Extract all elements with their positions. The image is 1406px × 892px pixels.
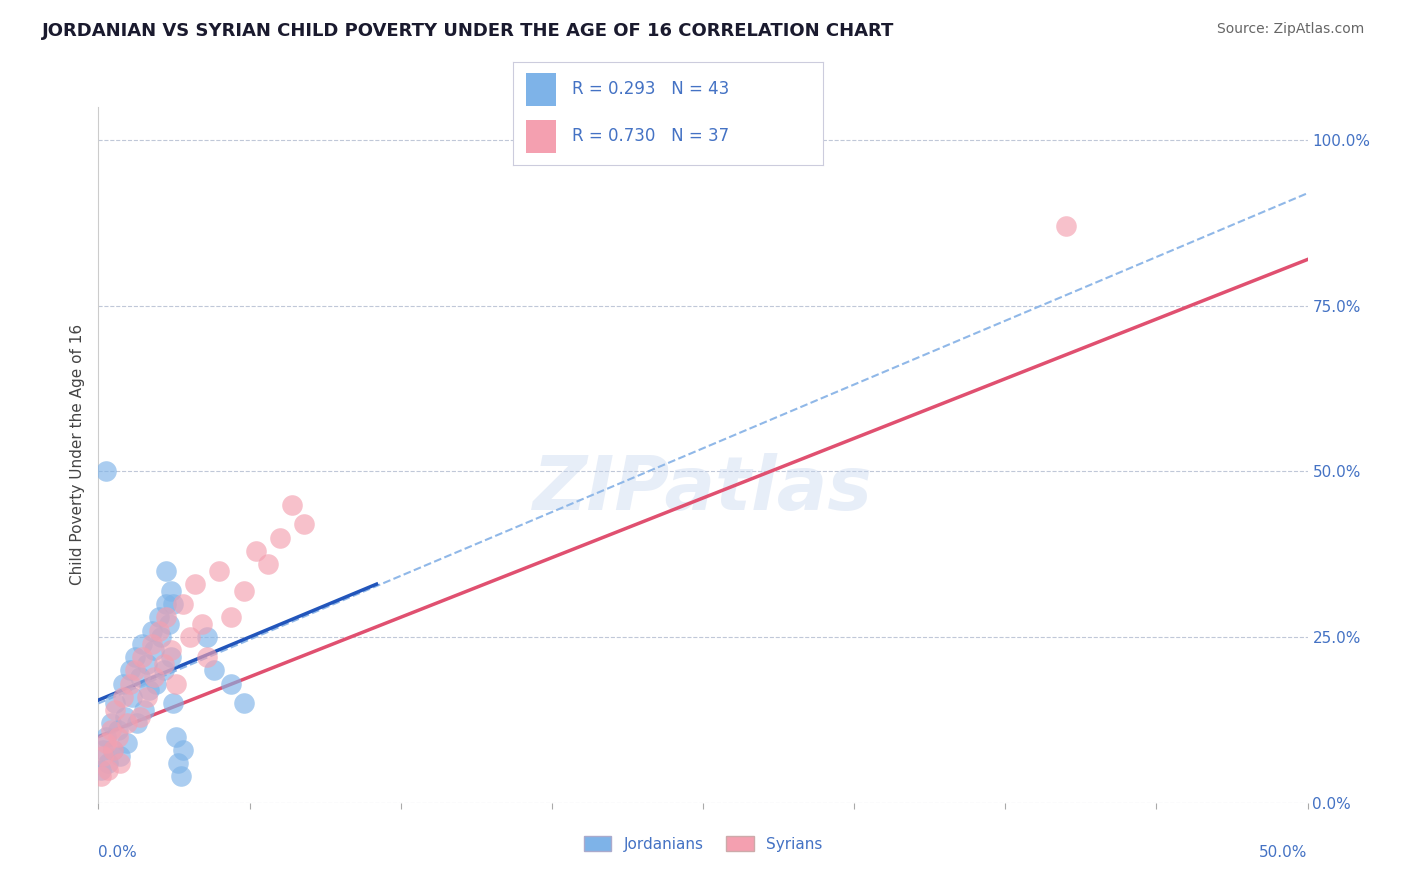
Point	[104, 697, 127, 711]
Y-axis label: Child Poverty Under the Age of 16: Child Poverty Under the Age of 16	[69, 325, 84, 585]
Point	[108, 756, 131, 770]
Point	[172, 597, 194, 611]
Point	[101, 743, 124, 757]
Point	[184, 577, 207, 591]
Point	[91, 749, 114, 764]
Point	[131, 637, 153, 651]
Point	[131, 650, 153, 665]
Point	[169, 769, 191, 783]
Point	[221, 610, 243, 624]
Point	[97, 763, 120, 777]
Point	[155, 597, 177, 611]
Text: JORDANIAN VS SYRIAN CHILD POVERTY UNDER THE AGE OF 16 CORRELATION CHART: JORDANIAN VS SYRIAN CHILD POVERTY UNDER …	[42, 22, 894, 40]
Point	[107, 730, 129, 744]
Point	[143, 643, 166, 657]
Point	[94, 465, 117, 479]
Point	[162, 697, 184, 711]
Point	[143, 670, 166, 684]
Point	[160, 643, 183, 657]
Point	[162, 597, 184, 611]
Point	[165, 730, 187, 744]
Point	[91, 743, 114, 757]
Point	[121, 690, 143, 704]
Point	[90, 763, 112, 777]
Point	[160, 583, 183, 598]
Point	[148, 624, 170, 638]
Bar	[526, 73, 557, 105]
Point	[108, 749, 131, 764]
Point	[134, 703, 156, 717]
Point	[269, 531, 291, 545]
Point	[1054, 219, 1077, 234]
Text: 0.0%: 0.0%	[98, 845, 138, 860]
Point	[165, 676, 187, 690]
Point	[94, 730, 117, 744]
Text: ZIPatlas: ZIPatlas	[533, 453, 873, 526]
Point	[104, 703, 127, 717]
Point	[167, 756, 190, 770]
Point	[148, 610, 170, 624]
Point	[94, 736, 117, 750]
Point	[141, 624, 163, 638]
Point	[208, 564, 231, 578]
Point	[128, 670, 150, 684]
Point	[135, 657, 157, 671]
Point	[155, 564, 177, 578]
Point	[292, 517, 315, 532]
Point	[124, 663, 146, 677]
Point	[100, 716, 122, 731]
Point	[141, 637, 163, 651]
Point	[160, 650, 183, 665]
Point	[90, 769, 112, 783]
Point	[245, 544, 267, 558]
Point	[100, 723, 122, 737]
Point	[111, 690, 134, 704]
Point	[256, 558, 278, 572]
Bar	[526, 120, 557, 153]
Legend: Jordanians, Syrians: Jordanians, Syrians	[578, 830, 828, 858]
Point	[135, 690, 157, 704]
Point	[97, 756, 120, 770]
Point	[127, 716, 149, 731]
Point	[155, 610, 177, 624]
Point	[281, 498, 304, 512]
Point	[111, 676, 134, 690]
Point	[195, 630, 218, 644]
Text: Source: ZipAtlas.com: Source: ZipAtlas.com	[1216, 22, 1364, 37]
Point	[204, 663, 226, 677]
Point	[157, 616, 180, 631]
Text: R = 0.293   N = 43: R = 0.293 N = 43	[572, 80, 730, 98]
Point	[191, 616, 214, 631]
Text: R = 0.730   N = 37: R = 0.730 N = 37	[572, 128, 730, 145]
Point	[117, 716, 139, 731]
Point	[152, 657, 174, 671]
Point	[152, 663, 174, 677]
Text: 50.0%: 50.0%	[1260, 845, 1308, 860]
Point	[150, 630, 173, 644]
Point	[117, 736, 139, 750]
Point	[232, 583, 254, 598]
Point	[128, 709, 150, 723]
Point	[221, 676, 243, 690]
Point	[195, 650, 218, 665]
Point	[107, 723, 129, 737]
Point	[118, 663, 141, 677]
Point	[114, 709, 136, 723]
Point	[179, 630, 201, 644]
Point	[232, 697, 254, 711]
Point	[118, 676, 141, 690]
Point	[124, 650, 146, 665]
Point	[172, 743, 194, 757]
Point	[138, 683, 160, 698]
Point	[145, 676, 167, 690]
Point	[101, 743, 124, 757]
